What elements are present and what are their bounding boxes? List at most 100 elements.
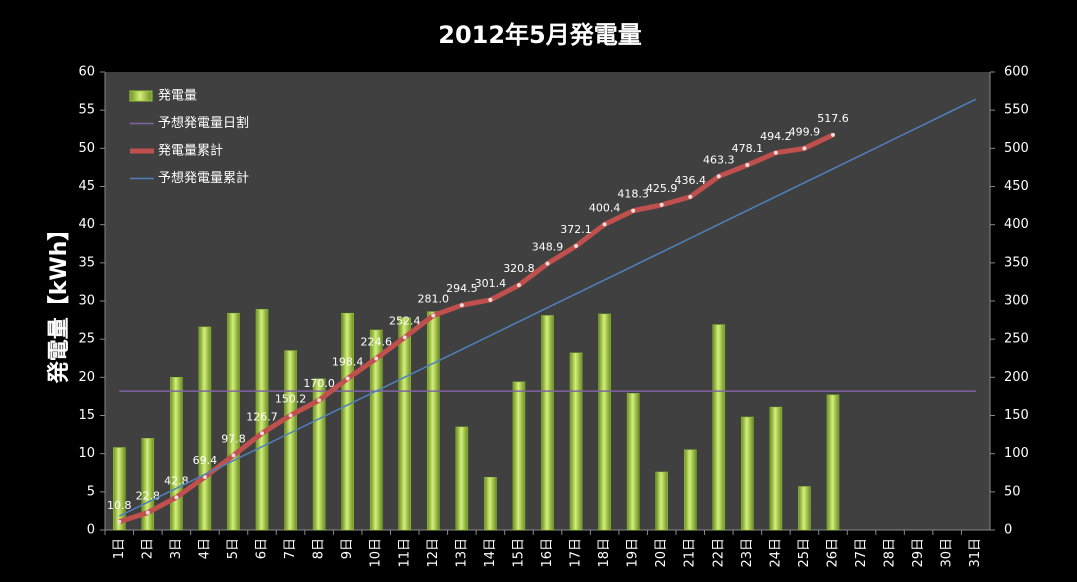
data-label: 436.4 [674, 174, 706, 187]
line-marker [659, 202, 664, 207]
bar [198, 326, 212, 531]
data-label: 10.8 [107, 499, 132, 512]
line-marker [431, 313, 436, 318]
y-tick-label: 30 [78, 294, 95, 309]
y-tick-label: 0 [87, 523, 95, 538]
data-label: 198.4 [332, 356, 364, 369]
y-tick-label: 10 [78, 446, 95, 461]
y2-tick-label: 100 [1004, 446, 1029, 461]
legend-label: 発電量累計 [158, 143, 223, 159]
y2-tick-label: 150 [1004, 408, 1029, 423]
x-tick-label: 14日 [483, 538, 498, 568]
y-tick-label: 55 [78, 103, 95, 118]
data-label: 425.9 [646, 182, 678, 195]
data-label: 281.0 [418, 293, 450, 306]
x-tick-label: 28日 [883, 538, 898, 568]
x-tick-label: 17日 [569, 538, 584, 568]
x-tick-label: 10日 [369, 538, 384, 568]
x-tick-label: 3日 [169, 538, 184, 559]
x-tick-label: 5日 [226, 538, 241, 559]
x-tick-label: 1日 [112, 538, 127, 559]
line-marker [117, 519, 122, 524]
bar [712, 324, 726, 531]
legend-swatch [129, 90, 153, 102]
bar [113, 447, 126, 531]
x-tick-label: 24日 [768, 538, 783, 568]
x-tick-label: 19日 [626, 538, 641, 568]
x-tick-label: 13日 [454, 538, 469, 568]
bar [626, 393, 640, 531]
line [118, 98, 977, 517]
data-label: 224.6 [360, 336, 392, 349]
chart-title: 2012年5月発電量 [438, 21, 642, 49]
line-marker [402, 335, 407, 340]
y-tick-label: 20 [78, 370, 95, 385]
x-tick-label: 20日 [654, 538, 669, 568]
bar [826, 394, 840, 531]
bar [398, 317, 412, 531]
x-tick-label: 2日 [140, 538, 155, 559]
bar [341, 312, 354, 531]
line-marker [174, 495, 179, 500]
x-tick-label: 26日 [825, 538, 840, 568]
data-label: 170.0 [303, 377, 335, 390]
line-marker [745, 163, 750, 168]
bar [455, 426, 469, 531]
data-label: 97.8 [221, 432, 246, 445]
line-marker [716, 174, 721, 179]
bar [427, 311, 440, 531]
data-label: 517.6 [817, 112, 849, 125]
x-tick-label: 7日 [283, 538, 298, 559]
y-tick-label: 45 [78, 179, 95, 194]
line-marker [516, 283, 521, 288]
data-label: 150.2 [275, 392, 307, 405]
line-marker [260, 431, 265, 436]
data-label: 400.4 [589, 201, 621, 214]
bar [569, 352, 583, 531]
data-label: 294.5 [446, 282, 478, 295]
data-label: 22.8 [136, 490, 161, 503]
legend-label: 予想発電量累計 [158, 170, 249, 186]
data-label: 348.9 [532, 241, 564, 254]
bar [255, 309, 269, 531]
legend-label: 予想発電量日割 [158, 115, 249, 131]
bar [170, 377, 183, 531]
bar [741, 416, 754, 531]
data-label: 301.4 [475, 277, 507, 290]
line-marker [602, 222, 607, 227]
y-tick-label: 15 [78, 408, 95, 423]
data-label: 494.2 [760, 130, 792, 143]
line-marker [374, 356, 379, 361]
x-tick-label: 31日 [968, 538, 983, 568]
x-tick-label: 30日 [940, 538, 955, 568]
y2-tick-label: 550 [1004, 103, 1029, 118]
x-tick-label: 11日 [397, 538, 412, 568]
x-tick-label: 29日 [911, 538, 926, 568]
x-tick-label: 15日 [511, 538, 526, 568]
bar [227, 312, 240, 531]
bar [484, 477, 497, 531]
bar [769, 406, 783, 531]
y-tick-label: 50 [78, 141, 95, 156]
x-tick-label: 6日 [255, 538, 270, 559]
x-tick-label: 18日 [597, 538, 612, 568]
line-marker [202, 475, 207, 480]
line-marker [574, 243, 579, 248]
line-marker [688, 194, 693, 199]
line-marker [488, 297, 493, 302]
y2-tick-label: 400 [1004, 217, 1029, 232]
y-tick-label: 60 [78, 65, 95, 80]
data-label: 478.1 [732, 142, 764, 155]
y-tick-label: 25 [78, 332, 95, 347]
bar [683, 449, 697, 531]
line-marker [288, 413, 293, 418]
data-label: 252.4 [389, 314, 421, 327]
line-marker [317, 398, 322, 403]
y2-tick-label: 450 [1004, 179, 1029, 194]
y2-tick-label: 600 [1004, 65, 1029, 80]
bar [655, 471, 668, 531]
y-tick-label: 35 [78, 255, 95, 270]
y2-tick-label: 500 [1004, 141, 1029, 156]
bar [284, 350, 297, 531]
